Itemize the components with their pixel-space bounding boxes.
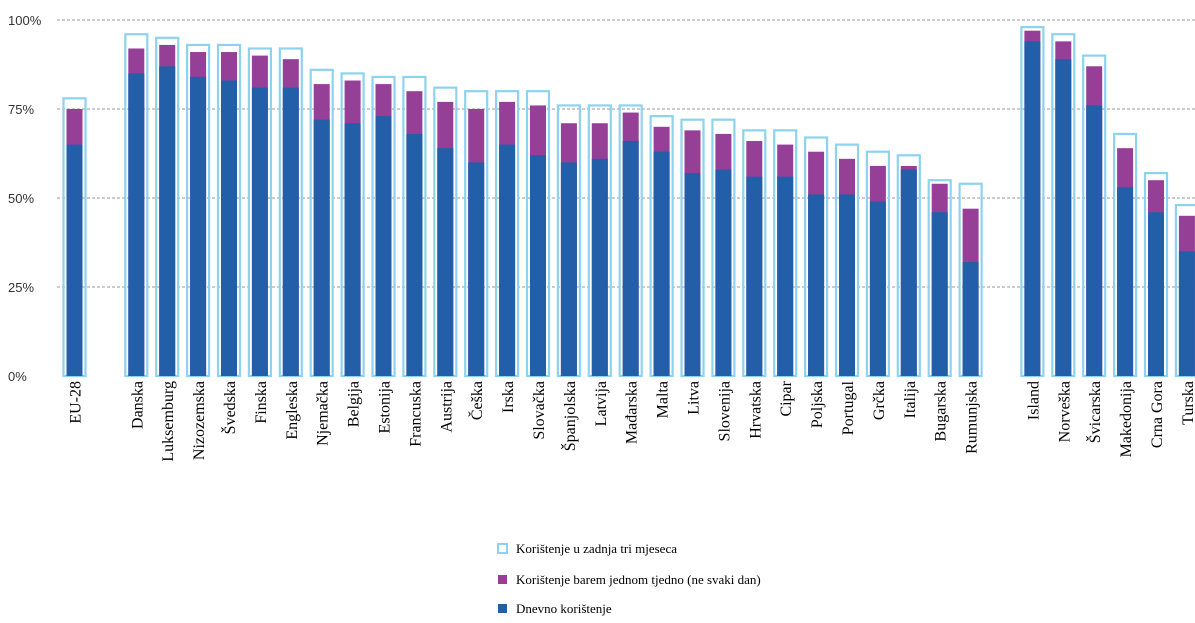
bar-daily-norveska xyxy=(1055,59,1072,376)
bar-daily-spanjolska xyxy=(560,162,577,376)
x-label-eu-28: EU-28 xyxy=(68,381,85,424)
x-label-irska: Irska xyxy=(500,381,517,413)
bar-daily-irska xyxy=(499,144,516,376)
bar-daily-svicarska xyxy=(1086,105,1103,376)
bar-daily-cipar xyxy=(777,176,794,376)
bar-daily-austrija xyxy=(437,148,454,376)
y-tick-label: 75% xyxy=(8,102,34,117)
legend-label-koristenje-u-zadnja-tri-mjeseca: Korištenje u zadnja tri mjeseca xyxy=(516,541,677,556)
bar-daily-belgija xyxy=(344,123,361,377)
bar-daily-slovenija xyxy=(715,169,732,376)
x-label-francuska: Francuska xyxy=(407,381,424,447)
bar-daily-njemacka xyxy=(313,119,330,377)
bar-daily-malta xyxy=(653,151,670,376)
legend-label-koristenje-barem-jednom-tjedno-ne-svaki-dan: Korištenje barem jednom tjedno (ne svaki… xyxy=(516,572,761,587)
bar-daily-svedska xyxy=(221,80,237,377)
bar-daily-eu-28 xyxy=(66,144,83,376)
bar-daily-madarska xyxy=(622,141,639,376)
x-label-poljska: Poljska xyxy=(809,381,826,428)
bar-daily-makedonija xyxy=(1117,187,1134,376)
x-label-crna-gora: Crna Gora xyxy=(1149,381,1166,448)
bar-daily-island xyxy=(1024,41,1041,377)
bar-daily-bugarska xyxy=(931,212,948,376)
x-label-slovenija: Slovenija xyxy=(716,381,733,441)
legend-swatch-dnevno-koristenje xyxy=(498,604,507,613)
x-label-engleska: Engleska xyxy=(284,381,301,440)
bar-daily-luksemburg xyxy=(159,66,176,376)
x-label-spanjolska: Španjolska xyxy=(560,381,579,451)
bar-daily-poljska xyxy=(808,194,825,376)
legend-label-dnevno-koristenje: Dnevno korištenje xyxy=(516,601,612,616)
bar-daily-turska xyxy=(1178,251,1195,376)
y-tick-label: 50% xyxy=(8,191,34,206)
x-label-hrvatska: Hrvatska xyxy=(747,381,764,439)
y-tick-label: 0% xyxy=(8,369,27,384)
bar-daily-estonija xyxy=(375,116,392,377)
bar-daily-slovacka xyxy=(530,155,546,376)
x-label-rumunjska: Rumunjska xyxy=(964,381,981,454)
x-label-ceska: Češka xyxy=(467,381,486,420)
x-label-bugarska: Bugarska xyxy=(933,381,950,441)
bar-daily-engleska xyxy=(282,87,299,376)
x-label-norveska: Norveška xyxy=(1056,381,1073,442)
bar-daily-litva xyxy=(684,173,701,376)
x-label-belgija: Belgija xyxy=(346,381,363,427)
x-axis-labels: EU-28 Danska Luksemburg Nizozemska Švedska Fi… xyxy=(68,380,1195,461)
x-label-njemacka: Njemačka xyxy=(315,381,332,446)
x-label-turska: Turska xyxy=(1180,381,1195,425)
x-label-cipar: Cipar xyxy=(778,380,795,416)
bar-daily-crna-gora xyxy=(1148,212,1164,376)
y-tick-label: 100% xyxy=(8,13,42,28)
x-label-makedonija: Makedonija xyxy=(1118,381,1135,457)
x-label-portugal: Portugal xyxy=(840,380,857,435)
legend-swatch-koristenje-barem-jednom-tjedno-ne-svaki-dan xyxy=(498,575,507,584)
x-label-island: Island xyxy=(1025,381,1042,420)
x-label-nizozemska: Nizozemska xyxy=(191,381,208,460)
x-label-estonija: Estonija xyxy=(377,381,394,433)
x-label-malta: Malta xyxy=(655,381,672,418)
y-tick-label: 25% xyxy=(8,280,34,295)
x-label-grcka: Grčka xyxy=(871,381,888,420)
x-label-austrija: Austrija xyxy=(438,381,455,433)
bar-daily-portugal xyxy=(839,194,855,376)
legend: Korištenje u zadnja tri mjeseca Korištenj… xyxy=(497,541,761,616)
x-label-danska: Danska xyxy=(129,381,146,429)
bar-daily-latvija xyxy=(591,158,608,376)
x-label-finska: Finska xyxy=(253,381,270,424)
bar-daily-finska xyxy=(251,87,268,376)
bar-daily-italija xyxy=(900,169,917,376)
x-label-luksemburg: Luksemburg xyxy=(160,381,177,462)
bars xyxy=(62,26,1195,378)
x-label-slovacka: Slovačka xyxy=(531,381,548,440)
bar-daily-francuska xyxy=(406,133,423,376)
x-label-svedska: Švedska xyxy=(220,381,239,434)
x-label-madarska: Mađarska xyxy=(624,381,641,444)
bar-daily-ceska xyxy=(468,162,485,376)
legend-swatch-koristenje-u-zadnja-tri-mjeseca xyxy=(497,543,508,554)
x-label-litva: Litva xyxy=(686,381,703,415)
bar-daily-rumunjska xyxy=(962,262,979,376)
x-label-italija: Italija xyxy=(902,381,919,418)
bar-daily-grcka xyxy=(869,201,886,376)
bar-daily-nizozemska xyxy=(190,76,207,377)
x-label-latvija: Latvija xyxy=(593,381,610,426)
y-axis-ticks: 0% 25% 50% 75% 100% xyxy=(8,13,42,384)
bar-daily-hrvatska xyxy=(746,176,763,376)
x-label-svicarska: Švicarska xyxy=(1085,381,1104,443)
bar-daily-danska xyxy=(128,73,145,377)
